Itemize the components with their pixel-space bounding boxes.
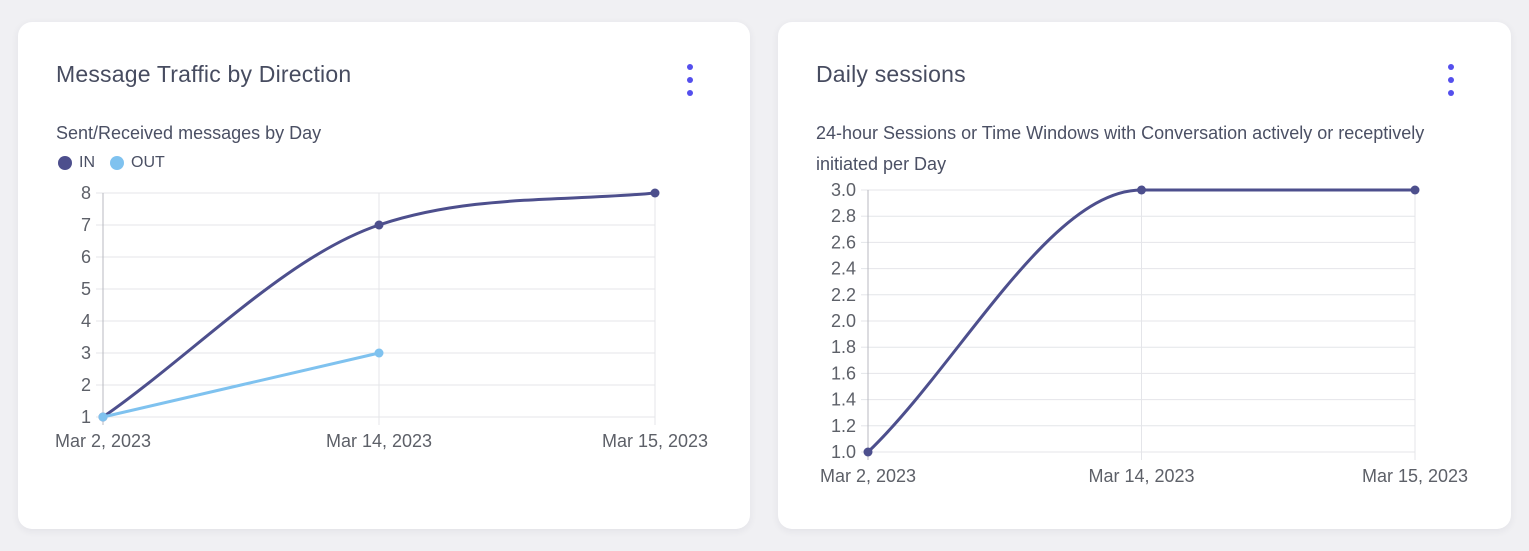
svg-text:2.6: 2.6 xyxy=(831,232,856,252)
card-daily-sessions: Daily sessions 24-hour Sessions or Time … xyxy=(778,22,1511,529)
svg-text:Mar 14, 2023: Mar 14, 2023 xyxy=(326,431,432,451)
kebab-menu-icon[interactable] xyxy=(678,62,702,98)
svg-text:1: 1 xyxy=(81,407,91,427)
kebab-dot xyxy=(1448,90,1454,96)
kebab-dot xyxy=(1448,77,1454,83)
svg-text:2.4: 2.4 xyxy=(831,259,856,279)
svg-text:7: 7 xyxy=(81,215,91,235)
card-title: Daily sessions xyxy=(816,61,966,87)
svg-text:1.6: 1.6 xyxy=(831,363,856,383)
svg-text:1.4: 1.4 xyxy=(831,390,856,410)
svg-text:1.8: 1.8 xyxy=(831,337,856,357)
svg-text:5: 5 xyxy=(81,279,91,299)
line-chart-daily-sessions: 1.0 1.2 1.4 1.6 1.8 2.0 2.2 2.4 2.6 2.8 3.0 Mar 2, … xyxy=(820,180,1468,486)
kebab-dot xyxy=(687,77,693,83)
line-chart-message-traffic: 1 2 3 4 5 6 7 8 Mar 2, 2023 Mar 14, 2023 Mar 15, 2… xyxy=(55,183,708,451)
legend-item-in[interactable]: IN xyxy=(58,154,95,172)
legend-label: OUT xyxy=(131,154,165,171)
card-subtitle: Sent/Received messages by Day xyxy=(56,123,322,143)
svg-text:6: 6 xyxy=(81,247,91,267)
svg-text:1.0: 1.0 xyxy=(831,442,856,462)
kebab-dot xyxy=(687,64,693,70)
card-title: Message Traffic by Direction xyxy=(56,61,352,87)
kebab-dot xyxy=(687,90,693,96)
svg-text:Mar 2, 2023: Mar 2, 2023 xyxy=(820,466,916,486)
card-message-traffic: Message Traffic by Direction Sent/Receiv… xyxy=(18,22,750,529)
svg-text:3.0: 3.0 xyxy=(831,180,856,200)
chart-legend: IN OUT xyxy=(58,154,165,172)
svg-text:8: 8 xyxy=(81,183,91,203)
svg-text:2: 2 xyxy=(81,375,91,395)
kebab-dot xyxy=(1448,64,1454,70)
legend-dot-icon xyxy=(110,156,124,170)
svg-text:1.2: 1.2 xyxy=(831,416,856,436)
card-subtitle: 24-hour Sessions or Time Windows with Co… xyxy=(816,123,1425,174)
svg-text:Mar 14, 2023: Mar 14, 2023 xyxy=(1088,466,1194,486)
svg-text:2.0: 2.0 xyxy=(831,311,856,331)
legend-item-out[interactable]: OUT xyxy=(110,154,165,172)
kebab-menu-icon[interactable] xyxy=(1439,62,1463,98)
svg-text:4: 4 xyxy=(81,311,91,331)
svg-text:2.2: 2.2 xyxy=(831,285,856,305)
legend-label: IN xyxy=(79,154,95,171)
svg-text:Mar 2, 2023: Mar 2, 2023 xyxy=(55,431,151,451)
svg-text:2.8: 2.8 xyxy=(831,206,856,226)
legend-dot-icon xyxy=(58,156,72,170)
svg-text:Mar 15, 2023: Mar 15, 2023 xyxy=(602,431,708,451)
svg-text:Mar 15, 2023: Mar 15, 2023 xyxy=(1362,466,1468,486)
svg-text:3: 3 xyxy=(81,343,91,363)
